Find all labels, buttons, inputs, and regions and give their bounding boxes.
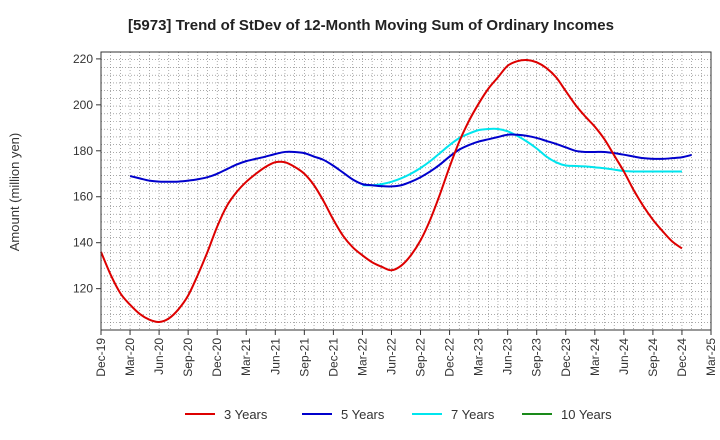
x-tick-label: Mar-24 — [588, 338, 602, 376]
x-tick-label: Mar-22 — [355, 338, 369, 376]
legend-label: 3 Years — [224, 407, 268, 422]
legend-label: 7 Years — [451, 407, 495, 422]
x-axis-ticks: Dec-19 Mar-20 Jun-20 Sep-20 Dec-20 Mar-21 Jun-… — [94, 330, 718, 377]
series-lines — [100, 58, 692, 323]
x-tick-label: Sep-21 — [297, 338, 311, 377]
x-tick-label: Sep-23 — [530, 338, 544, 377]
series-line-7-years — [362, 127, 682, 187]
x-tick-label: Dec-23 — [559, 338, 573, 377]
x-tick-label: Sep-20 — [181, 338, 195, 377]
x-tick-label: Dec-21 — [326, 338, 340, 377]
y-axis-ticks: 120 140 160 180 200 220 — [73, 52, 101, 296]
legend-label: 10 Years — [561, 407, 612, 422]
chart-title: [5973] Trend of StDev of 12-Month Moving… — [128, 17, 614, 34]
x-tick-label: Sep-22 — [414, 338, 428, 377]
y-tick-label: 180 — [73, 144, 93, 158]
legend-item-10-years: 10 Years — [522, 407, 612, 422]
x-tick-label: Jun-21 — [268, 338, 282, 375]
x-tick-label: Dec-24 — [675, 338, 689, 377]
x-tick-label: Dec-20 — [210, 338, 224, 377]
legend-item-5-years: 5 Years — [302, 407, 385, 422]
x-tick-label: Mar-23 — [472, 338, 486, 376]
x-tick-label: Mar-20 — [123, 338, 137, 376]
x-tick-label: Mar-21 — [239, 338, 253, 376]
plot-frame — [100, 51, 712, 331]
series-line-5-years — [129, 133, 692, 188]
y-tick-label: 160 — [73, 190, 93, 204]
y-axis-label: Amount (million yen) — [7, 133, 22, 252]
legend-item-3-years: 3 Years — [185, 407, 268, 422]
x-tick-label: Dec-22 — [443, 338, 457, 377]
x-tick-label: Dec-19 — [94, 338, 108, 377]
x-tick-label: Jun-24 — [617, 338, 631, 375]
x-tick-label: Sep-24 — [646, 338, 660, 377]
legend: 3 Years 5 Years 7 Years 10 Years — [185, 407, 612, 422]
gridlines — [101, 52, 711, 330]
series-line-3-years — [100, 58, 683, 323]
x-tick-label: Jun-22 — [384, 338, 398, 375]
x-tick-label: Mar-25 — [704, 338, 718, 376]
legend-item-7-years: 7 Years — [412, 407, 495, 422]
y-tick-label: 120 — [73, 282, 93, 296]
y-tick-label: 200 — [73, 98, 93, 112]
y-tick-label: 140 — [73, 236, 93, 250]
x-tick-label: Jun-23 — [501, 338, 515, 375]
y-tick-label: 220 — [73, 52, 93, 66]
legend-label: 5 Years — [341, 407, 385, 422]
x-tick-label: Jun-20 — [152, 338, 166, 375]
